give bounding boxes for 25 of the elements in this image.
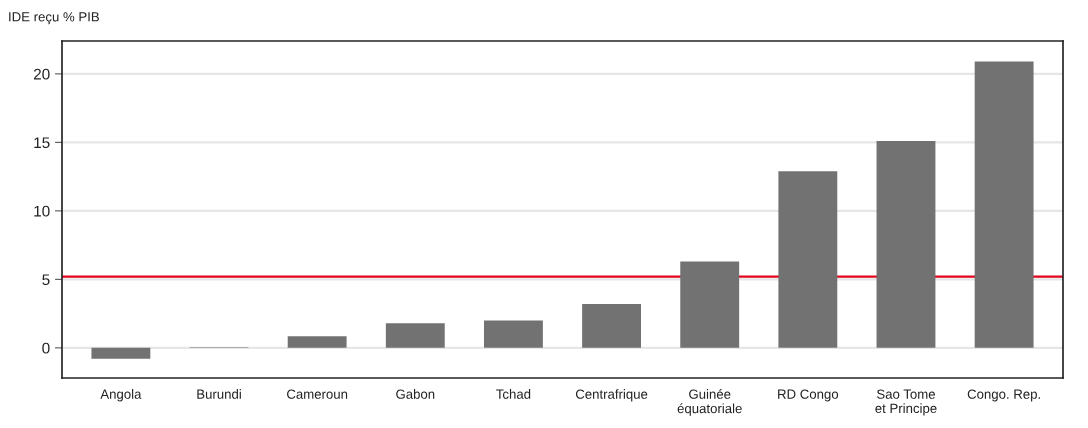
bar	[582, 304, 642, 348]
bar	[385, 323, 445, 348]
bar	[680, 261, 740, 348]
x-tick-label: Cameroun	[287, 389, 348, 399]
bar	[876, 141, 936, 348]
x-tick-label: Tchad	[496, 389, 531, 399]
y-tick-label: 15	[34, 137, 50, 149]
x-tick-label: Burundi	[197, 389, 241, 399]
bar	[778, 171, 838, 348]
bar	[483, 320, 543, 348]
bar	[91, 347, 151, 359]
y-tick-label: 0	[42, 342, 50, 354]
x-tick-label: Centrafrique	[575, 389, 648, 402]
y-axis-title: IDE reçu % PIB	[9, 12, 99, 25]
y-tick-label: 20	[33, 68, 50, 80]
y-tick-label: 10	[34, 205, 50, 217]
bar	[974, 61, 1034, 348]
x-tick-label: Guinée équatoriale	[677, 388, 742, 416]
x-tick-label: Gabon	[396, 389, 435, 399]
bar	[287, 336, 347, 348]
y-tick-label: 5	[42, 274, 50, 286]
x-tick-label: Congo. Rep.	[967, 389, 1040, 402]
x-tick-label: Angola	[100, 389, 142, 402]
x-tick-label: RD Congo	[778, 389, 839, 402]
x-tick-label: Sao Tome et Principe	[875, 389, 937, 416]
